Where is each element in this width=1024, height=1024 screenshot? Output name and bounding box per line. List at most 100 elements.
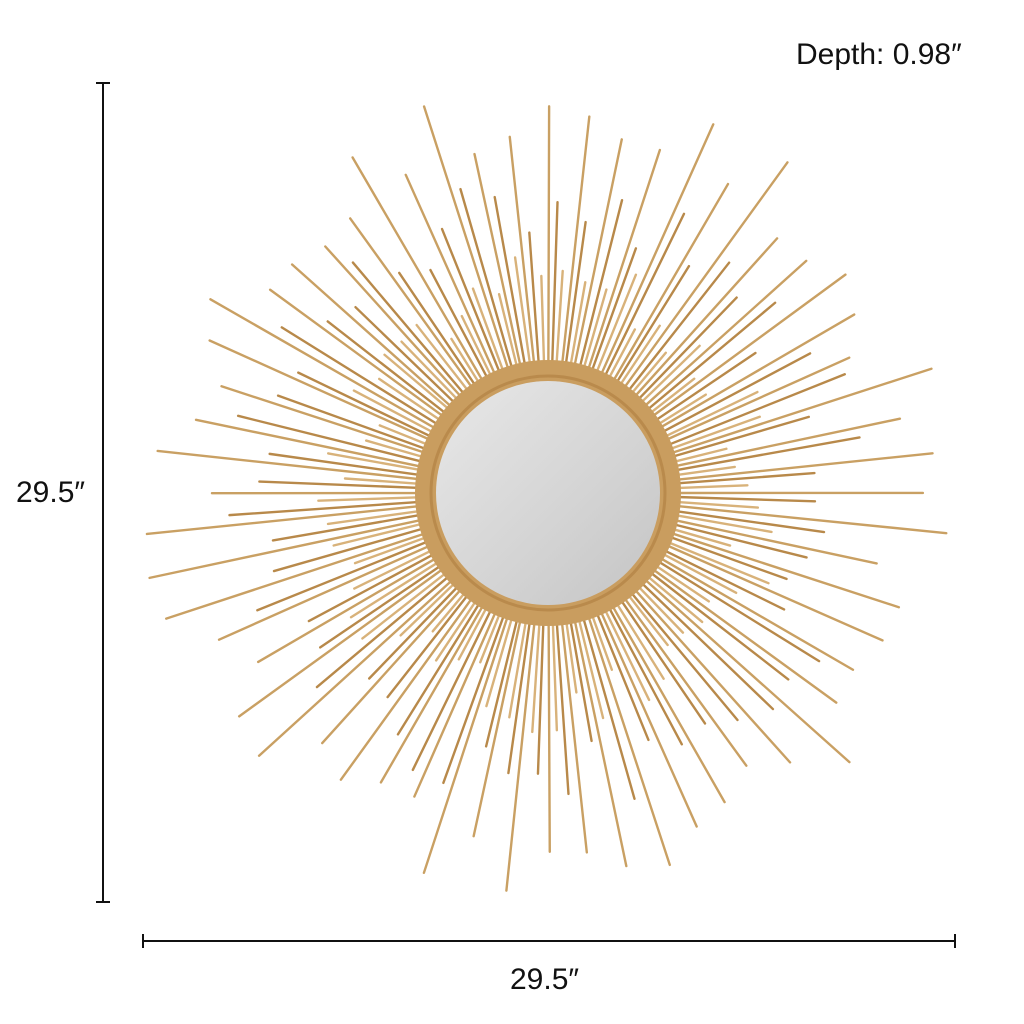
sunburst-ray [528,231,541,370]
sunburst-ray [616,324,661,391]
sunburst-ray [624,261,731,396]
sunburst-ray [601,604,651,702]
sunburst-ray [508,135,536,370]
sunburst-ray [630,584,792,764]
sunburst-ray [378,377,446,425]
sunburst-ray [459,187,515,375]
sunburst-ray [665,367,933,456]
sunburst-ray [568,281,587,372]
sunburst-ray [217,542,436,641]
sunburst-ray [256,554,442,664]
sunburst-ray [650,351,757,425]
sunburst-ray [237,565,448,718]
sunburst-ray [431,587,470,633]
sunburst-ray [670,465,736,477]
width-dimension-line [142,934,956,948]
sunburst-ray [505,616,537,892]
sunburst-ray [156,449,425,481]
sunburst-ray [669,417,902,469]
sunburst-ray [493,195,528,372]
sunburst-ray [597,123,715,381]
sunburst-ray [671,452,934,482]
sunburst-ray [472,613,523,838]
sunburst-ray [630,237,779,402]
sunburst-ray [550,200,559,370]
sunburst-ray [620,592,748,767]
sunburst-ray [315,572,454,689]
sunburst-ray [400,340,463,405]
sunburst-ray [276,394,432,452]
sunburst-ray [654,554,855,671]
sunburst-ray [568,614,593,743]
sunburst-ray [422,610,511,875]
sunburst-ray [664,415,761,452]
sunburst-ray [383,353,454,414]
sunburst-ray [555,269,564,370]
sunburst-ray [671,484,749,490]
sunburst-ray [666,415,810,460]
sunburst-ray [668,522,808,559]
sunburst-ray [228,500,425,517]
sunburst-ray [364,439,430,460]
sunburst-ray [404,173,499,381]
sunburst-ray [165,530,431,620]
sunburst-ray [636,578,775,711]
height-dimension-line [96,82,110,903]
sunburst-ray [268,288,449,421]
sunburst-ray [513,256,532,371]
sunburst-ray [353,534,432,565]
sunburst-ray [531,616,541,734]
sunburst-ray [307,550,440,623]
sunburst-ray [319,561,446,649]
sunburst-ray [560,115,591,370]
sunburst-ray [633,296,738,405]
sunburst-ray [597,605,698,828]
sunburst-ray [605,328,637,384]
sunburst-ray [440,227,503,379]
sunburst-ray [343,477,425,486]
sunburst-ray [326,509,426,526]
sunburst-ray [671,504,948,535]
sunburst-ray [317,495,425,502]
sunburst-ray [657,550,738,595]
sunburst-ray [585,148,662,376]
sunburst-ray [429,268,491,384]
sunburst-ray [658,547,786,611]
sunburst-ray [560,616,589,854]
sunburst-ray [485,611,515,708]
sunburst-ray [194,418,427,469]
sunburst-ray [209,298,441,432]
sunburst-ray [386,590,472,699]
sunburst-ray [662,539,770,585]
sunburst-ray [411,604,495,772]
sunburst-ray [660,356,851,443]
sunburst-ray [671,500,760,509]
sunburst-ray [272,526,429,573]
sunburst-ray [572,138,623,372]
sunburst-ray [271,513,427,542]
sunburst-ray [624,590,669,647]
sunburst-ray [332,521,428,547]
mirror-glass [436,381,660,605]
sunburst-ray [639,259,808,411]
sunburst-ray [640,575,851,764]
sunburst-ray [645,568,790,681]
sunburst-ray [669,517,878,565]
sunburst-ray [647,565,838,704]
sunburst-ray [326,320,451,418]
sunburst-ray [415,323,473,396]
sunburst-ray [540,274,546,370]
depth-label: Depth: 0.98″ [796,38,962,71]
sunburst-ray [601,212,686,382]
sunburst-ray [353,547,438,590]
sunburst-ray [652,393,708,429]
sunburst-ray [577,198,624,374]
sunburst-ray [422,105,512,376]
sunburst-ray [457,601,491,661]
sunburst-ray [280,326,444,429]
sunburst-ray [589,609,614,671]
sunburst-ray [659,390,759,440]
sunburst-ray [290,263,456,411]
mirror-frame-inner-rim [429,374,667,612]
